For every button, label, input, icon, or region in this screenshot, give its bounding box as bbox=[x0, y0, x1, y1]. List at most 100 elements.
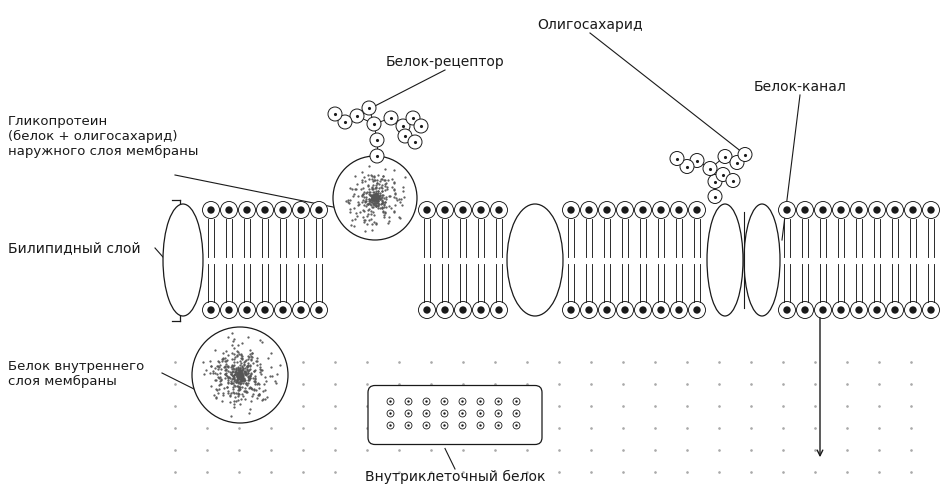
Circle shape bbox=[333, 156, 417, 240]
Circle shape bbox=[928, 207, 934, 213]
Circle shape bbox=[802, 207, 808, 213]
Circle shape bbox=[694, 307, 700, 313]
Circle shape bbox=[680, 160, 694, 174]
Circle shape bbox=[310, 301, 327, 318]
Circle shape bbox=[708, 190, 722, 204]
Circle shape bbox=[491, 202, 508, 219]
Circle shape bbox=[280, 307, 286, 313]
Circle shape bbox=[604, 307, 610, 313]
Circle shape bbox=[562, 202, 579, 219]
Circle shape bbox=[226, 207, 232, 213]
Circle shape bbox=[562, 301, 579, 318]
Ellipse shape bbox=[163, 204, 203, 316]
Circle shape bbox=[298, 207, 304, 213]
Circle shape bbox=[460, 207, 466, 213]
Circle shape bbox=[442, 207, 448, 213]
Circle shape bbox=[436, 301, 453, 318]
Circle shape bbox=[658, 207, 664, 213]
Circle shape bbox=[586, 307, 592, 313]
Circle shape bbox=[874, 207, 880, 213]
Circle shape bbox=[838, 207, 844, 213]
Text: Внутриклеточный белок: Внутриклеточный белок bbox=[365, 470, 545, 484]
Circle shape bbox=[851, 301, 868, 318]
Circle shape bbox=[418, 301, 435, 318]
Circle shape bbox=[708, 175, 722, 189]
Circle shape bbox=[688, 301, 706, 318]
Circle shape bbox=[738, 148, 752, 162]
Circle shape bbox=[362, 101, 376, 115]
Circle shape bbox=[726, 174, 740, 188]
Circle shape bbox=[784, 307, 790, 313]
Circle shape bbox=[239, 301, 256, 318]
Circle shape bbox=[350, 109, 364, 123]
Circle shape bbox=[568, 307, 574, 313]
Circle shape bbox=[910, 307, 916, 313]
Circle shape bbox=[408, 135, 422, 149]
Circle shape bbox=[316, 207, 322, 213]
Circle shape bbox=[617, 202, 634, 219]
Circle shape bbox=[338, 115, 352, 129]
Circle shape bbox=[716, 168, 730, 182]
Circle shape bbox=[928, 307, 934, 313]
Circle shape bbox=[455, 301, 472, 318]
Circle shape bbox=[922, 301, 939, 318]
Circle shape bbox=[784, 207, 790, 213]
Circle shape bbox=[652, 301, 669, 318]
Circle shape bbox=[904, 202, 921, 219]
Circle shape bbox=[424, 307, 430, 313]
Circle shape bbox=[473, 202, 490, 219]
Circle shape bbox=[892, 207, 898, 213]
Circle shape bbox=[670, 301, 687, 318]
Circle shape bbox=[257, 301, 274, 318]
Circle shape bbox=[239, 202, 256, 219]
Text: Белок внутреннего
слоя мембраны: Белок внутреннего слоя мембраны bbox=[8, 360, 144, 388]
Circle shape bbox=[599, 301, 616, 318]
Circle shape bbox=[634, 202, 651, 219]
Circle shape bbox=[904, 301, 921, 318]
Circle shape bbox=[892, 307, 898, 313]
Circle shape bbox=[192, 327, 288, 423]
Circle shape bbox=[460, 307, 466, 313]
Circle shape bbox=[778, 202, 795, 219]
Circle shape bbox=[292, 202, 309, 219]
Circle shape bbox=[418, 202, 435, 219]
Circle shape bbox=[478, 307, 484, 313]
Text: Белок-канал: Белок-канал bbox=[754, 80, 846, 94]
Circle shape bbox=[274, 202, 291, 219]
Circle shape bbox=[328, 107, 342, 121]
Circle shape bbox=[617, 301, 634, 318]
Text: Белок-рецептор: Белок-рецептор bbox=[385, 55, 505, 69]
Circle shape bbox=[310, 202, 327, 219]
Circle shape bbox=[730, 156, 744, 170]
Circle shape bbox=[622, 307, 628, 313]
Circle shape bbox=[874, 307, 880, 313]
Circle shape bbox=[568, 207, 574, 213]
Circle shape bbox=[581, 301, 598, 318]
Circle shape bbox=[208, 207, 214, 213]
Circle shape bbox=[640, 307, 646, 313]
Circle shape bbox=[262, 207, 268, 213]
Ellipse shape bbox=[707, 204, 743, 316]
Circle shape bbox=[634, 301, 651, 318]
Circle shape bbox=[694, 207, 700, 213]
Text: Гликопротеин
(белок + олигосахарид)
наружного слоя мембраны: Гликопротеин (белок + олигосахарид) нару… bbox=[8, 115, 198, 158]
Circle shape bbox=[796, 301, 813, 318]
Circle shape bbox=[838, 307, 844, 313]
Circle shape bbox=[676, 207, 682, 213]
Circle shape bbox=[820, 207, 826, 213]
Circle shape bbox=[274, 301, 291, 318]
Circle shape bbox=[478, 207, 484, 213]
Circle shape bbox=[640, 207, 646, 213]
Circle shape bbox=[778, 301, 795, 318]
Circle shape bbox=[833, 202, 850, 219]
Text: Олигосахарид: Олигосахарид bbox=[537, 18, 643, 32]
Circle shape bbox=[869, 301, 885, 318]
Circle shape bbox=[455, 202, 472, 219]
Circle shape bbox=[370, 149, 384, 163]
Circle shape bbox=[298, 307, 304, 313]
Circle shape bbox=[202, 202, 220, 219]
Circle shape bbox=[221, 301, 238, 318]
Circle shape bbox=[670, 202, 687, 219]
Circle shape bbox=[802, 307, 808, 313]
Circle shape bbox=[496, 207, 502, 213]
